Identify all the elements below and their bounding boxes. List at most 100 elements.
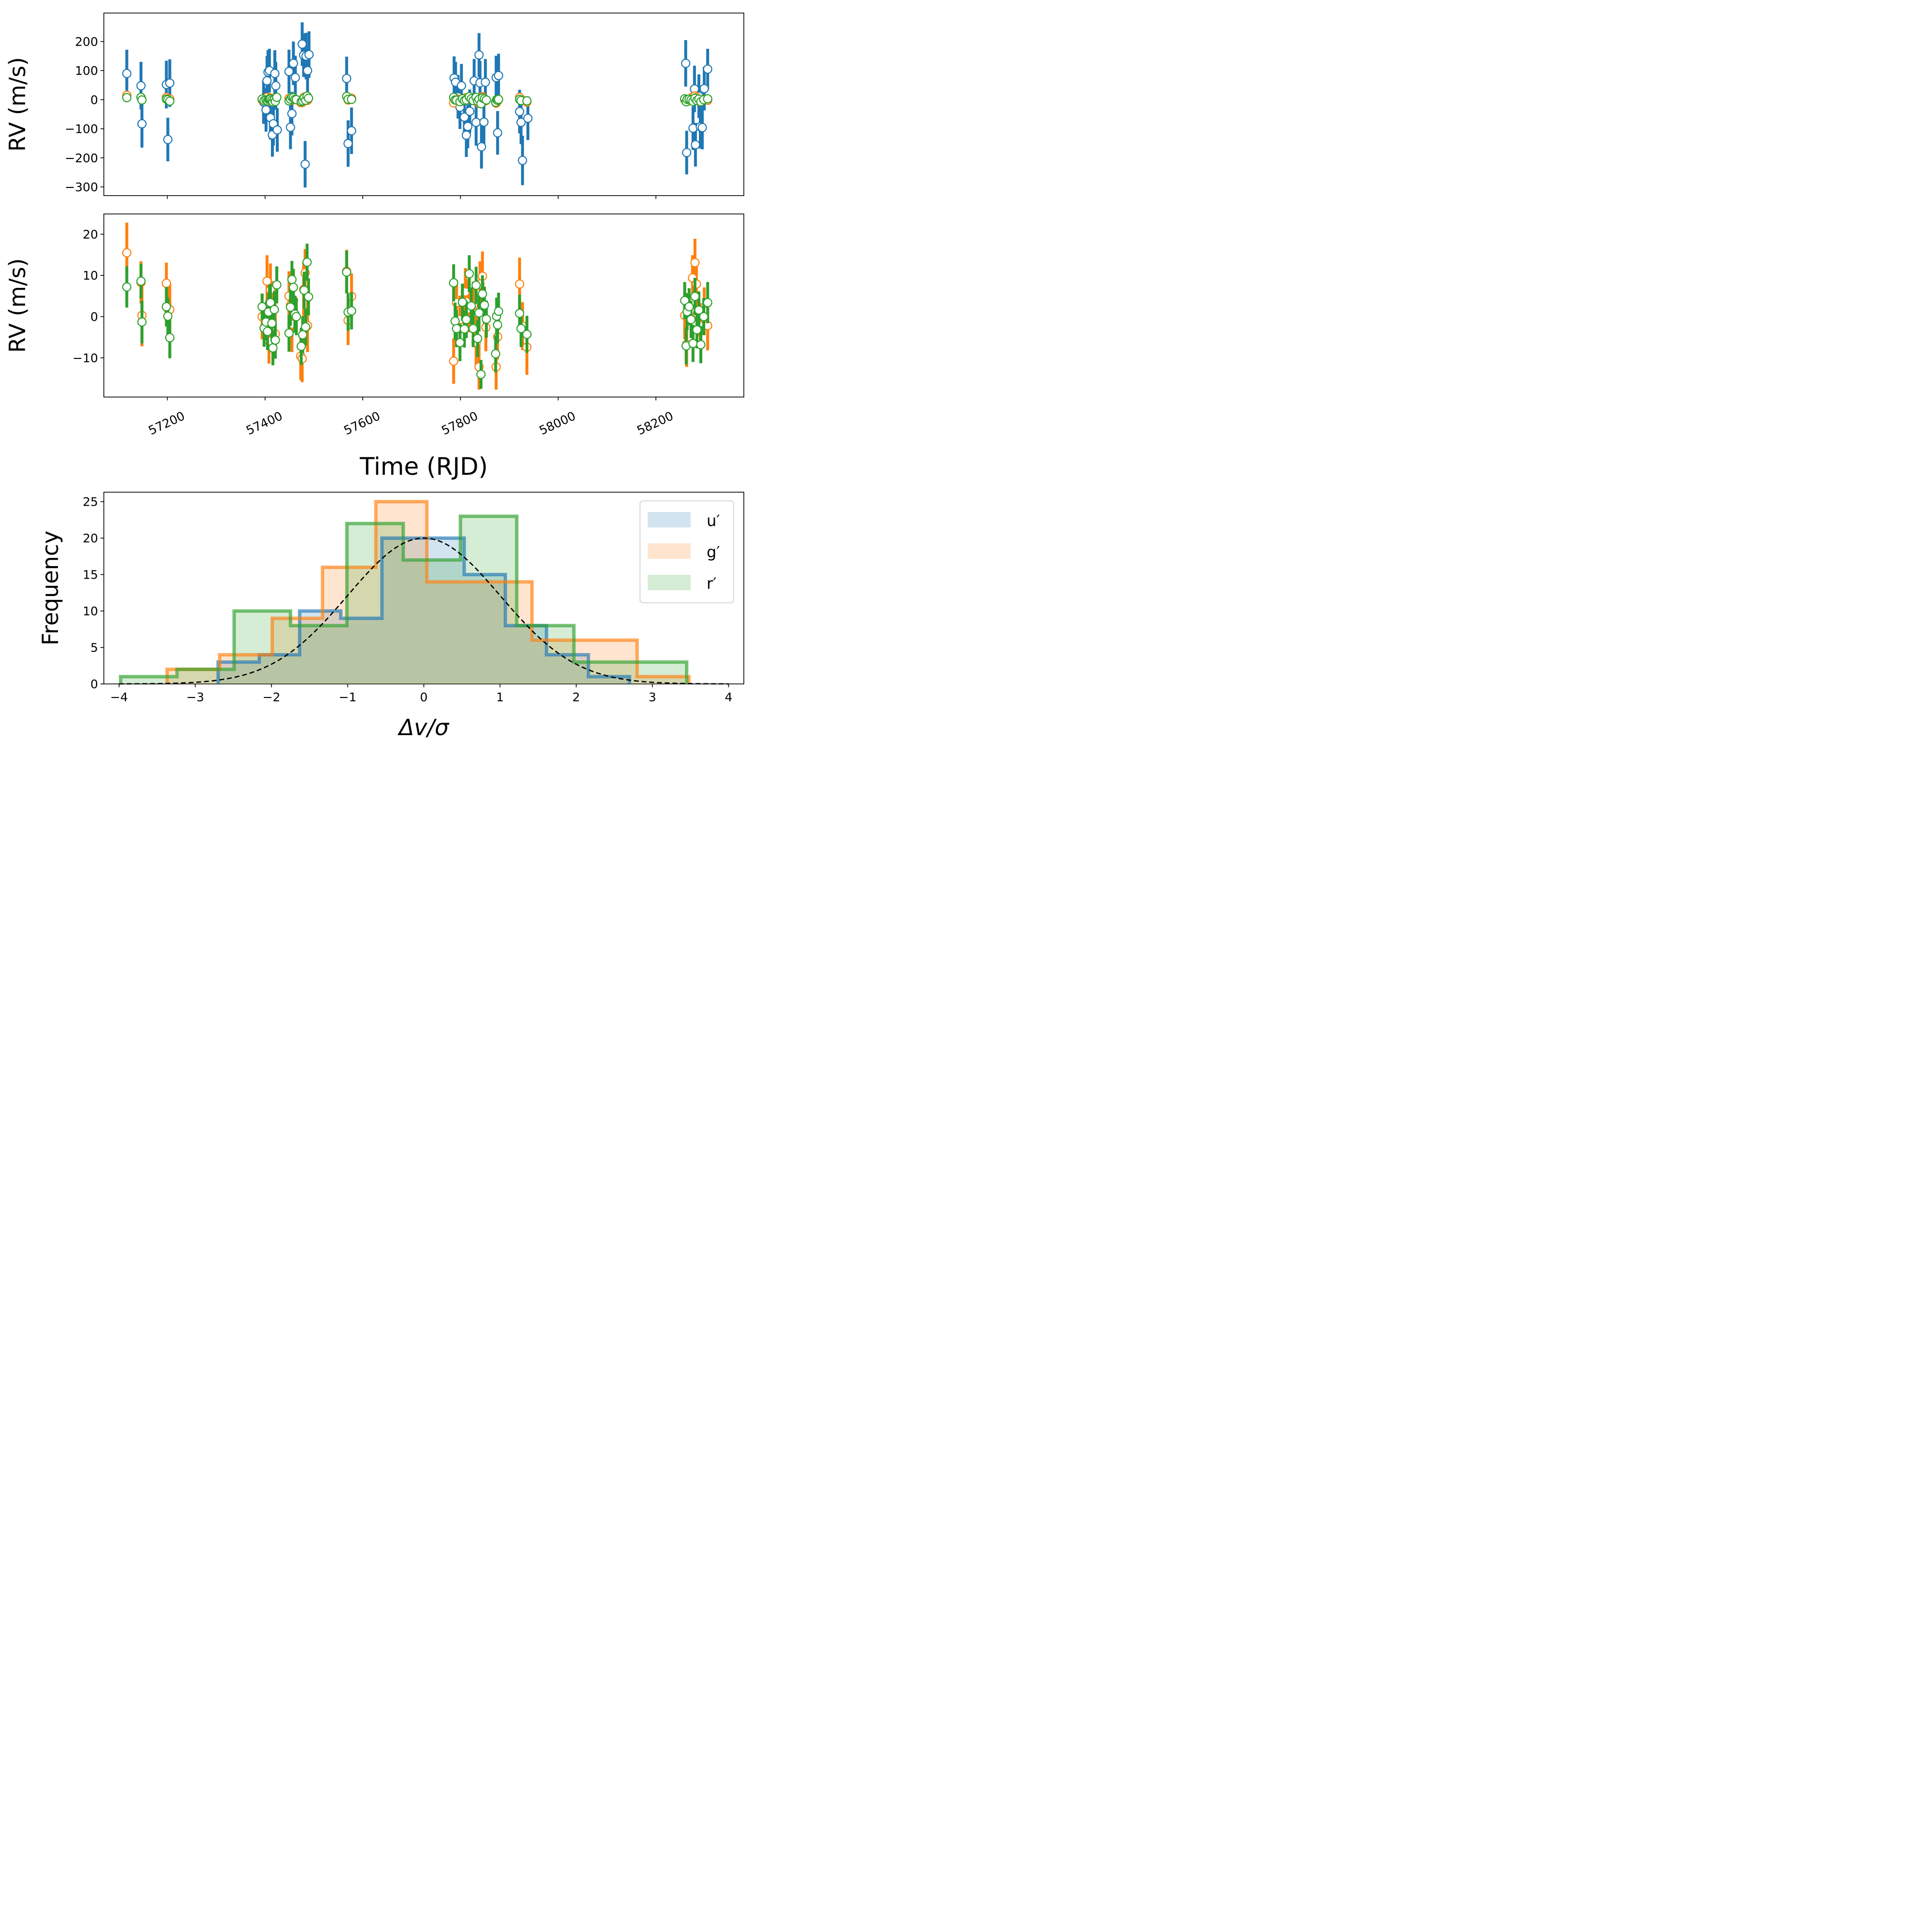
rv-point-r (692, 325, 702, 335)
rv-point-u (165, 78, 175, 88)
rv-point-r (272, 280, 282, 290)
rv-point-r (699, 312, 709, 322)
top-panel-ytick-label: −200 (65, 151, 98, 165)
rv-point-u (347, 126, 356, 136)
rv-point-r (464, 269, 474, 279)
rv-point-r (288, 283, 298, 292)
rv-point-r (270, 335, 280, 345)
rv-point-r (480, 300, 489, 310)
rv-point-r (347, 95, 356, 104)
rv-point-r (122, 93, 132, 102)
rv-point-r (266, 298, 275, 308)
rv-point-u (343, 139, 353, 148)
rv-point-u (288, 58, 298, 68)
rv-point-u (261, 105, 271, 115)
hist-fill-u (218, 538, 630, 684)
middle-panel-xtick-label: 57600 (341, 409, 382, 438)
rv-point-r (165, 96, 175, 106)
rv-point-u (494, 71, 503, 81)
rv-point-r (473, 334, 483, 343)
hist-panel-ytick-label: 5 (90, 641, 98, 655)
rv-point-r (516, 324, 526, 333)
rv-point-r (688, 339, 698, 348)
hist-panel-xlabel: Δv/σ (398, 714, 450, 740)
rv-point-r (686, 314, 696, 325)
middle-panel-xtick-label: 58000 (537, 409, 578, 438)
top-panel-frame (103, 13, 744, 196)
hist-outline-g (165, 500, 691, 684)
rv-point-u (465, 106, 475, 116)
rv-point-r (522, 329, 532, 339)
rv-point-u (697, 123, 707, 132)
legend-swatch-g (648, 543, 691, 559)
rv-point-u (688, 123, 698, 133)
hist-panel-xtick-label: 1 (496, 690, 504, 704)
rv-point-u (284, 67, 294, 76)
rv-point-r (696, 340, 706, 350)
rv-point-r (165, 333, 175, 342)
rv-point-r (268, 343, 278, 353)
rv-point-u (481, 77, 490, 87)
rv-point-u (272, 125, 282, 135)
top-panel-plot-area (122, 22, 712, 188)
gaussian-model-curve (119, 537, 729, 685)
rv-point-r (457, 298, 468, 307)
rv-point-u (137, 119, 147, 128)
rv-point-r (342, 267, 352, 277)
rv-point-u (703, 64, 712, 74)
rv-point-u (461, 130, 471, 140)
hist-panel-ytick-label: 10 (83, 604, 98, 618)
rv-point-r (284, 328, 294, 338)
legend-swatch-r (648, 575, 691, 590)
rv-point-r (491, 349, 500, 358)
hist-panel-ytick-label: 20 (83, 531, 98, 545)
rv-point-r (493, 320, 502, 330)
rv-point-r (455, 338, 465, 347)
legend-label-r: r′ (707, 574, 716, 593)
hist-panel-xtick-label: 0 (420, 690, 428, 704)
hist-outline-r (119, 514, 689, 684)
rv-point-r (478, 289, 487, 299)
rv-point-r (461, 314, 471, 325)
rv-point-u (290, 73, 300, 83)
rv-point-r (299, 285, 309, 295)
rv-point-r (347, 306, 356, 316)
hist-panel-xtick-label: 2 (572, 690, 580, 704)
legend-label-u: u′ (707, 511, 720, 530)
middle-panel-xtick-label: 57400 (244, 409, 284, 438)
middle-panel-ytick-label: 20 (83, 227, 98, 242)
rv-point-u (270, 69, 280, 78)
rv-point-r (469, 324, 478, 333)
rv-point-r (301, 322, 311, 332)
legend-swatch-u (648, 512, 691, 527)
rv-point-r (304, 93, 313, 103)
middle-panel-xlabel: Time (RJD) (359, 453, 488, 481)
rv-point-r (298, 330, 308, 340)
rv-point-u (456, 81, 466, 91)
legend-label-g: g′ (707, 543, 720, 561)
rv-point-r (137, 95, 147, 105)
hist-legend: u′ g′ r′ (639, 500, 734, 603)
middle-panel-frame (103, 213, 744, 398)
rv-point-u (523, 114, 533, 123)
figure: −300 −200 −100 0 100 200 RV (m/s) −10 0 10 20 RV (m… (0, 0, 755, 756)
top-panel-ytick-label: 0 (90, 93, 98, 107)
rv-point-u (471, 117, 481, 127)
rv-point-r (515, 309, 525, 318)
rv-point-u (303, 66, 313, 75)
rv-point-r (136, 276, 146, 286)
rv-point-u (287, 109, 297, 118)
rv-point-r (482, 95, 491, 105)
rv-point-g (122, 248, 132, 257)
rv-point-u (300, 159, 310, 169)
rv-point-u (262, 76, 272, 85)
rv-point-u (699, 84, 709, 94)
middle-panel-xtick-label: 58200 (635, 409, 675, 438)
hist-panel-xtick-label: −1 (339, 690, 356, 704)
rv-point-r (287, 275, 297, 284)
top-panel-ytick-label: 200 (75, 35, 98, 49)
rv-point-g (690, 258, 700, 268)
rv-point-u (463, 122, 473, 131)
rv-point-u (515, 107, 525, 116)
